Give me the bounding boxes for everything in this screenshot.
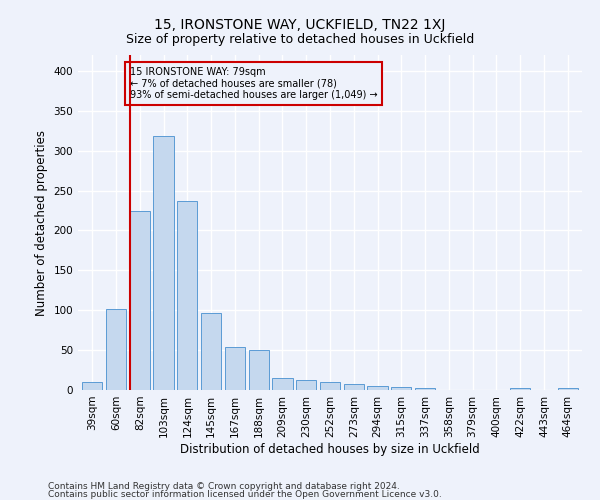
Bar: [82, 382, 103, 390]
Bar: [248, 350, 269, 390]
Bar: [344, 384, 364, 390]
Bar: [391, 387, 412, 390]
Bar: [367, 386, 388, 390]
Text: Contains public sector information licensed under the Open Government Licence v3: Contains public sector information licen…: [48, 490, 442, 499]
Text: Size of property relative to detached houses in Uckfield: Size of property relative to detached ho…: [126, 32, 474, 46]
Bar: [154, 136, 173, 390]
Bar: [557, 388, 578, 390]
Bar: [177, 201, 197, 390]
Text: Contains HM Land Registry data © Crown copyright and database right 2024.: Contains HM Land Registry data © Crown c…: [48, 482, 400, 491]
Bar: [415, 388, 435, 390]
Y-axis label: Number of detached properties: Number of detached properties: [35, 130, 48, 316]
Bar: [320, 382, 340, 390]
Bar: [296, 380, 316, 390]
Bar: [130, 212, 150, 390]
X-axis label: Distribution of detached houses by size in Uckfield: Distribution of detached houses by size …: [180, 442, 480, 456]
Bar: [225, 347, 245, 390]
Text: 15 IRONSTONE WAY: 79sqm
← 7% of detached houses are smaller (78)
93% of semi-det: 15 IRONSTONE WAY: 79sqm ← 7% of detached…: [130, 67, 377, 100]
Bar: [272, 378, 293, 390]
Bar: [510, 388, 530, 390]
Bar: [106, 308, 126, 390]
Text: 15, IRONSTONE WAY, UCKFIELD, TN22 1XJ: 15, IRONSTONE WAY, UCKFIELD, TN22 1XJ: [154, 18, 446, 32]
Bar: [201, 314, 221, 390]
